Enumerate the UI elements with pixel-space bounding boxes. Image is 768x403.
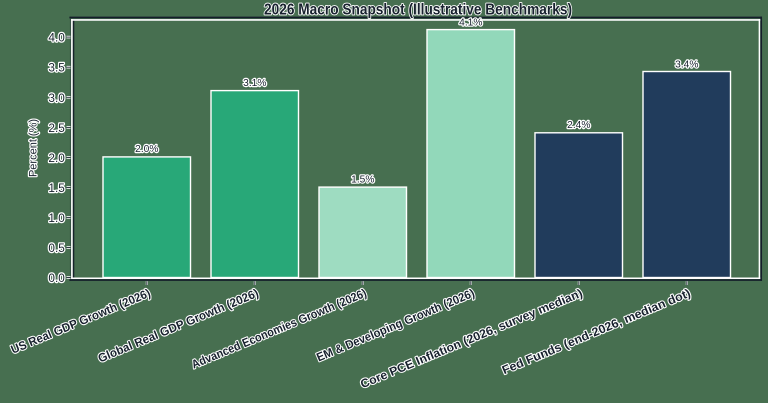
svg-text:1.0: 1.0 — [48, 211, 65, 225]
svg-text:2.0: 2.0 — [48, 151, 65, 165]
svg-text:0.5: 0.5 — [48, 241, 65, 255]
svg-text:4.1%: 4.1% — [459, 18, 482, 29]
svg-text:1.5: 1.5 — [48, 181, 65, 195]
svg-text:2026 Macro Snapshot (Illustrat: 2026 Macro Snapshot (Illustrative Benchm… — [264, 2, 572, 19]
svg-text:0.0: 0.0 — [48, 271, 65, 285]
svg-text:2.0%: 2.0% — [135, 144, 158, 155]
svg-text:3.4%: 3.4% — [675, 60, 698, 71]
svg-text:3.1%: 3.1% — [243, 78, 266, 89]
svg-text:4.0: 4.0 — [48, 31, 65, 45]
svg-text:2.5: 2.5 — [48, 121, 65, 135]
svg-text:1.5%: 1.5% — [351, 174, 374, 185]
svg-text:Percent (%): Percent (%) — [28, 119, 40, 177]
svg-text:3.0: 3.0 — [48, 91, 65, 105]
svg-text:3.5: 3.5 — [48, 61, 65, 75]
svg-text:2.4%: 2.4% — [567, 120, 590, 131]
